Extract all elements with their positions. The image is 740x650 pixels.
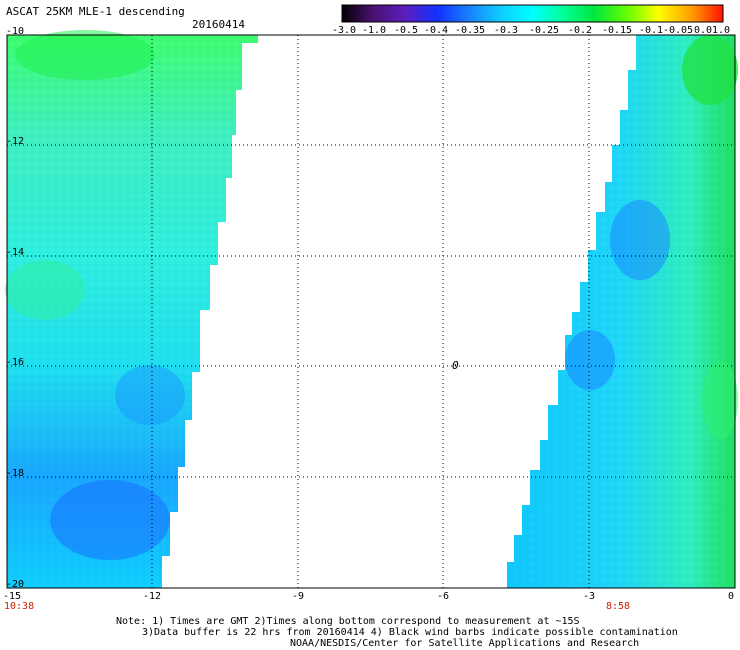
y-tick-label: -18: [6, 468, 25, 479]
colorbar-label: -0.2: [567, 25, 593, 36]
colorbar-label: -0.25: [528, 25, 560, 36]
colorbar-label: -0.5: [393, 25, 419, 36]
y-tick-label: -16: [6, 357, 25, 368]
colorbar-label: -1.0: [361, 25, 387, 36]
y-tick-label: -10: [6, 26, 25, 37]
plot-frame: [6, 34, 736, 589]
colorbar-label: -0.3: [493, 25, 519, 36]
x-tick-label: -6: [436, 591, 450, 602]
x-tick-label: -9: [291, 591, 305, 602]
x-tick-label: 0: [727, 591, 735, 602]
colorbar-label: -0.1: [638, 25, 664, 36]
colorbar-label: 0.0: [693, 25, 713, 36]
y-tick-label: -12: [6, 136, 25, 147]
pass-time-right: 8:58: [606, 601, 631, 612]
pass-time-left: 10:38: [4, 601, 35, 612]
colorbar-label: -0.05: [662, 25, 694, 36]
wind-marker: 0: [452, 359, 459, 372]
chart-date: 20160414: [192, 18, 245, 31]
colorbar-label: -0.35: [454, 25, 486, 36]
chart-title: ASCAT 25KM MLE-1 descending: [6, 5, 185, 18]
note-line-1: Note: 1) Times are GMT 2)Times along bot…: [116, 616, 580, 627]
x-tick-label: -15: [2, 591, 22, 602]
colorbar-label: -3.0: [331, 25, 357, 36]
y-tick-label: -14: [6, 247, 25, 258]
colorbar: [341, 4, 724, 23]
y-tick-label: -20: [6, 579, 25, 590]
colorbar-label: -0.4: [423, 25, 449, 36]
grid: [7, 35, 735, 588]
colorbar-label: -0.15: [601, 25, 633, 36]
x-tick-label: -3: [582, 591, 596, 602]
colorbar-label: 1.0: [711, 25, 731, 36]
note-line-2: 3)Data buffer is 22 hrs from 20160414 4)…: [142, 627, 678, 638]
x-tick-label: -12: [142, 591, 162, 602]
note-line-3: NOAA/NESDIS/Center for Satellite Applica…: [290, 638, 640, 649]
